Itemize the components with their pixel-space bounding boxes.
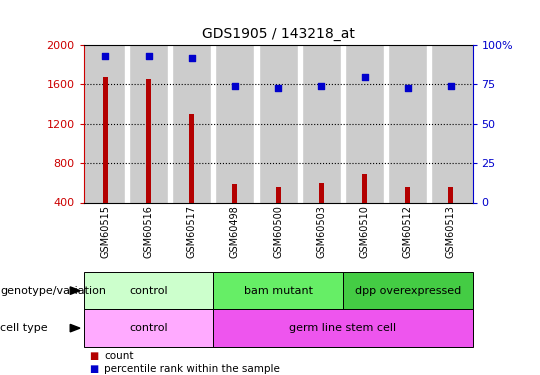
Bar [254, 45, 259, 203]
Point [274, 84, 282, 90]
Bar [427, 45, 431, 203]
Bar [84, 45, 127, 203]
Bar [319, 183, 324, 203]
Text: ■: ■ [89, 364, 98, 374]
Bar [343, 45, 386, 203]
Bar [168, 45, 172, 203]
Bar [213, 45, 256, 203]
Bar [170, 45, 213, 203]
Text: count: count [104, 351, 134, 361]
Text: percentile rank within the sample: percentile rank within the sample [104, 364, 280, 374]
Text: control: control [129, 323, 168, 333]
Bar [386, 45, 429, 203]
Text: bam mutant: bam mutant [244, 286, 313, 296]
Bar [341, 45, 345, 203]
Text: cell type: cell type [0, 323, 48, 333]
Bar [125, 45, 129, 203]
Bar [211, 45, 215, 203]
Text: genotype/variation: genotype/variation [0, 286, 106, 296]
Text: ■: ■ [89, 351, 98, 361]
Bar [362, 174, 367, 202]
Bar [275, 187, 281, 202]
Point [403, 84, 412, 90]
Point [231, 83, 239, 89]
Bar [256, 45, 300, 203]
Bar [448, 187, 454, 202]
Bar [127, 45, 170, 203]
Point [101, 53, 110, 59]
Text: dpp overexpressed: dpp overexpressed [355, 286, 461, 296]
Bar [189, 114, 194, 202]
Bar [405, 187, 410, 202]
Bar [298, 45, 302, 203]
Text: germ line stem cell: germ line stem cell [289, 323, 396, 333]
Text: control: control [129, 286, 168, 296]
Bar [300, 45, 343, 203]
Bar [146, 80, 151, 203]
Point [144, 53, 153, 59]
Title: GDS1905 / 143218_at: GDS1905 / 143218_at [201, 27, 355, 41]
Bar [232, 184, 238, 203]
Point [447, 83, 455, 89]
Bar [384, 45, 388, 203]
Point [360, 74, 369, 80]
Point [187, 55, 196, 61]
Point [317, 83, 326, 89]
Bar [429, 45, 472, 203]
Bar [103, 76, 108, 203]
